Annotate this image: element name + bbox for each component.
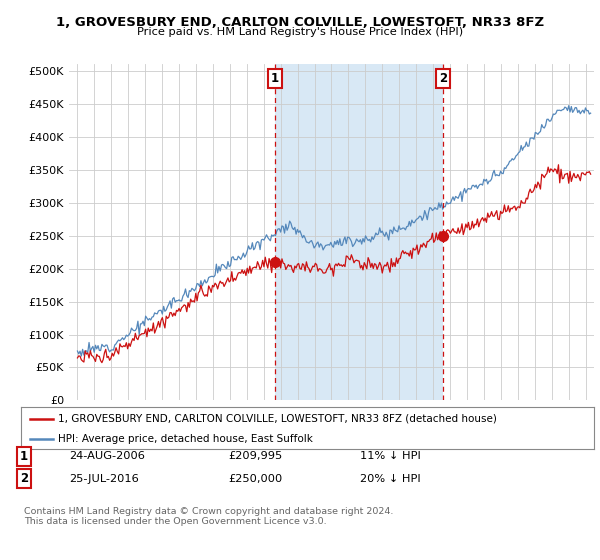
Text: 2: 2 — [439, 72, 447, 85]
Text: £250,000: £250,000 — [228, 474, 282, 484]
Text: Price paid vs. HM Land Registry's House Price Index (HPI): Price paid vs. HM Land Registry's House … — [137, 27, 463, 37]
Text: 24-AUG-2006: 24-AUG-2006 — [69, 451, 145, 461]
Text: 1: 1 — [271, 72, 279, 85]
Text: Contains HM Land Registry data © Crown copyright and database right 2024.
This d: Contains HM Land Registry data © Crown c… — [24, 507, 394, 526]
Text: 11% ↓ HPI: 11% ↓ HPI — [360, 451, 421, 461]
Text: 25-JUL-2016: 25-JUL-2016 — [69, 474, 139, 484]
Bar — [275, 64, 443, 400]
Text: 1, GROVESBURY END, CARLTON COLVILLE, LOWESTOFT, NR33 8FZ: 1, GROVESBURY END, CARLTON COLVILLE, LOW… — [56, 16, 544, 29]
Text: £209,995: £209,995 — [228, 451, 282, 461]
Text: 20% ↓ HPI: 20% ↓ HPI — [360, 474, 421, 484]
Text: HPI: Average price, detached house, East Suffolk: HPI: Average price, detached house, East… — [58, 433, 313, 444]
Text: 1, GROVESBURY END, CARLTON COLVILLE, LOWESTOFT, NR33 8FZ (detached house): 1, GROVESBURY END, CARLTON COLVILLE, LOW… — [58, 414, 497, 424]
Text: 1: 1 — [20, 450, 28, 463]
Text: 2: 2 — [20, 472, 28, 486]
